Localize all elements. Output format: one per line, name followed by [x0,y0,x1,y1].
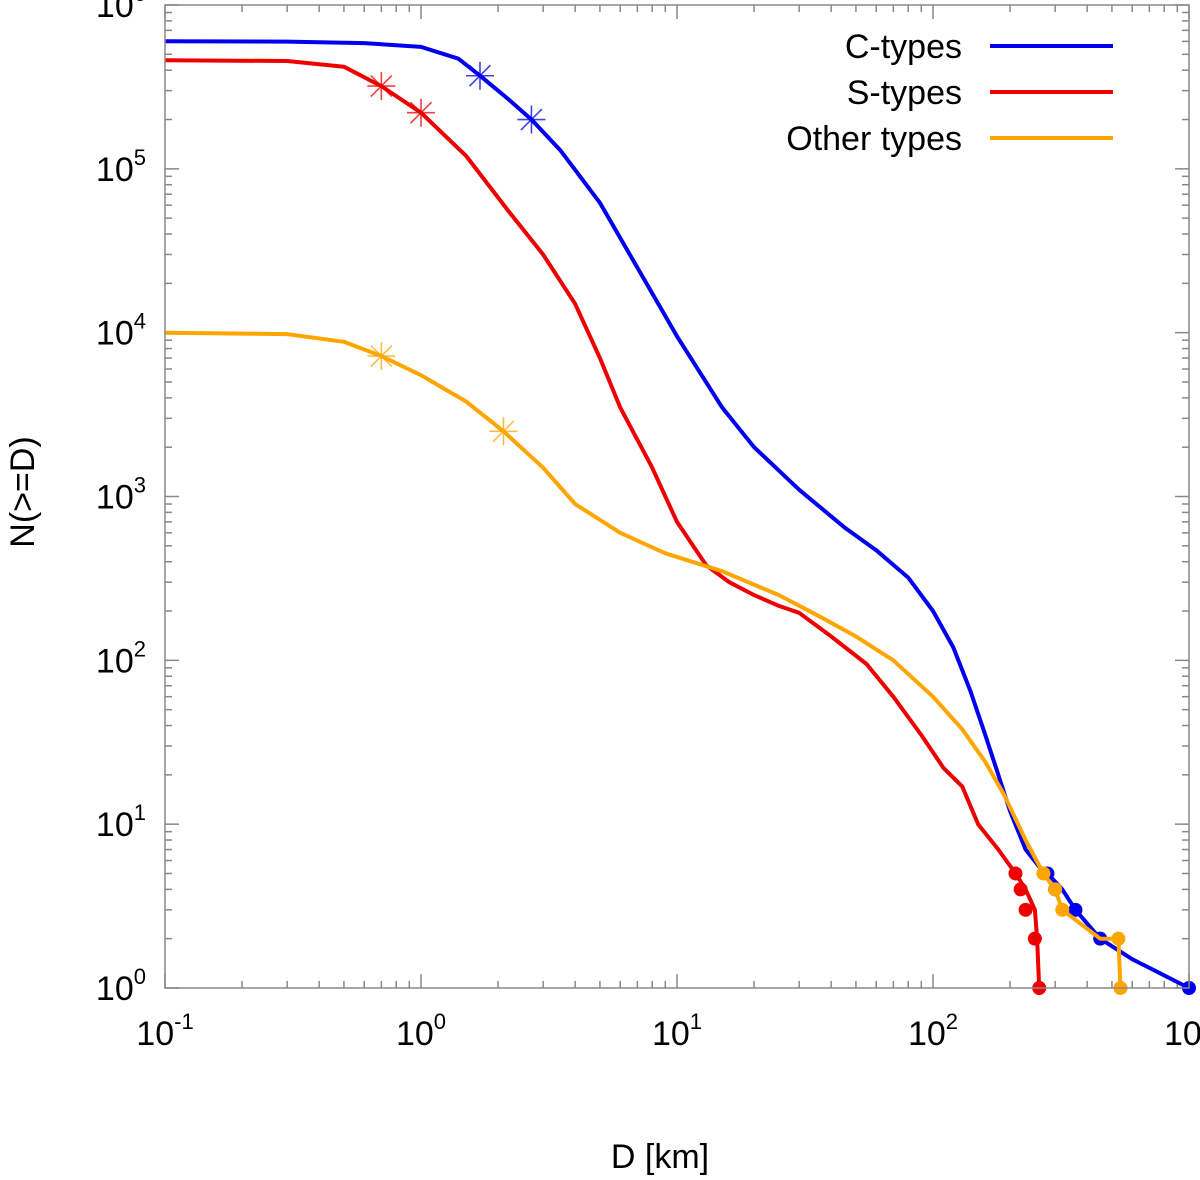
dot-marker [1055,902,1070,917]
star-marker [465,61,494,90]
star-marker [407,98,435,127]
star-marker [517,105,546,134]
dot-marker [1048,882,1063,897]
star-marker [489,417,518,446]
y-tick-label: 105 [96,145,146,189]
y-tick-label: 102 [96,636,146,680]
series-1 [164,58,1047,995]
x-tick-label: 103 [1164,1009,1200,1053]
y-tick-label: 103 [96,473,146,517]
dot-marker [1036,866,1051,881]
plot-frame [164,4,1190,989]
legend-label: Other types [786,120,962,158]
y-tick-label: 101 [96,800,146,844]
dot-marker [1013,882,1028,897]
dot-marker [1027,931,1042,946]
dot-marker [1018,902,1033,917]
y-tick-label: 100 [96,964,146,1008]
y-tick-labels: 100 101 102 103 104 105 106 [96,0,146,1008]
star-marker [367,342,396,371]
series-line [164,39,1190,990]
x-tick-label: 102 [908,1009,958,1053]
y-tick-label: 106 [96,0,146,25]
series-line [164,330,1123,989]
legend-label: C-types [845,28,962,66]
legend: C-types S-types Other types [786,28,1113,158]
dot-marker [1111,931,1126,946]
y-axis-label: N(>=D) [4,436,42,547]
dot-marker [1008,866,1023,881]
x-axis-label: D [km] [611,1138,709,1176]
star-marker [367,72,396,101]
axis-ticks [164,4,1190,989]
dot-marker [1068,902,1083,917]
y-tick-label: 104 [96,309,146,353]
series-line [164,58,1042,989]
series-0 [164,39,1196,995]
series-layer [164,39,1196,995]
x-tick-label: 101 [652,1009,702,1053]
series-2 [164,330,1128,995]
x-tick-labels: 10-1 100 101 102 103 [136,1009,1200,1053]
legend-label: S-types [847,74,962,112]
x-tick-label: 10-1 [136,1009,193,1053]
x-tick-label: 100 [396,1009,446,1053]
